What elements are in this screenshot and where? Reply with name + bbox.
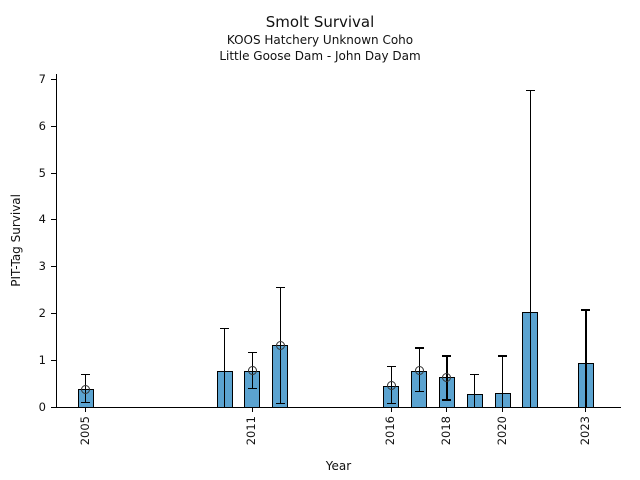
error-bar-cap-bottom <box>414 390 424 393</box>
x-tick-mark <box>251 408 253 412</box>
y-tick-mark <box>51 125 56 127</box>
y-tick-label: 0 <box>38 400 46 414</box>
error-bar-cap-top <box>81 374 91 376</box>
error-bar-cap-bottom <box>275 402 285 404</box>
y-tick-label: 5 <box>38 165 46 180</box>
y-tick-mark <box>51 219 56 221</box>
y-tick-mark <box>51 78 56 80</box>
chart-subtitle-stock: KOOS Hatchery Unknown Coho <box>226 33 414 47</box>
error-bar-cap-top <box>498 355 508 357</box>
y-tick-mark <box>51 360 56 362</box>
x-tick-mark <box>502 408 504 412</box>
error-bar-line <box>474 374 476 408</box>
y-tick-label: 2 <box>38 306 46 321</box>
point-marker <box>247 366 257 376</box>
error-bar-cap-top <box>275 286 285 289</box>
y-tick-label: 6 <box>38 118 46 133</box>
y-tick-label: 7 <box>38 71 46 86</box>
x-tick-mark <box>390 408 392 412</box>
y-tick-mark <box>51 407 56 408</box>
error-bar-cap-top <box>247 351 257 353</box>
chart-title: Smolt Survival <box>265 13 375 31</box>
x-tick-label: 2020 <box>494 416 509 446</box>
x-tick-mark <box>585 408 587 412</box>
y-tick-label: 4 <box>38 212 46 227</box>
error-bar-cap-bottom <box>442 399 452 401</box>
x-tick-label: 2018 <box>438 416 453 446</box>
y-axis-spine <box>56 74 57 408</box>
error-bar-cap-top <box>414 347 424 349</box>
point-marker <box>414 366 424 376</box>
point-marker <box>81 384 91 394</box>
x-axis-label: Year <box>325 459 352 473</box>
x-tick-label: 2023 <box>577 416 592 446</box>
error-bar-line <box>585 309 587 408</box>
x-tick-label: 2016 <box>383 416 398 446</box>
error-bar-line <box>529 90 531 408</box>
error-bar-cap-bottom <box>247 387 257 389</box>
y-tick-mark <box>51 172 56 174</box>
error-bar-cap-top <box>442 355 452 357</box>
point-marker <box>386 381 396 391</box>
point-marker <box>442 372 452 382</box>
y-tick-label: 1 <box>38 353 46 368</box>
error-bar-cap-top <box>386 366 396 368</box>
error-bar-line <box>224 328 226 408</box>
error-bar-cap-top <box>220 327 230 329</box>
x-tick-mark <box>446 408 448 412</box>
y-tick-mark <box>51 313 56 315</box>
y-tick-label: 3 <box>38 259 46 274</box>
x-axis-spine <box>56 407 621 408</box>
point-marker <box>275 340 285 350</box>
x-tick-mark <box>85 408 87 412</box>
error-bar-cap-top <box>581 309 591 311</box>
y-tick-mark <box>51 266 56 268</box>
x-tick-label: 2011 <box>244 416 259 446</box>
x-tick-label: 2005 <box>77 416 92 446</box>
error-bar-cap-top <box>525 89 535 92</box>
chart-subtitle-reach: Little Goose Dam - John Day Dam <box>219 49 421 63</box>
error-bar-line <box>501 355 504 408</box>
error-bar-cap-bottom <box>81 401 91 403</box>
error-bar-cap-bottom <box>386 403 396 405</box>
error-bar-cap-top <box>470 374 480 376</box>
